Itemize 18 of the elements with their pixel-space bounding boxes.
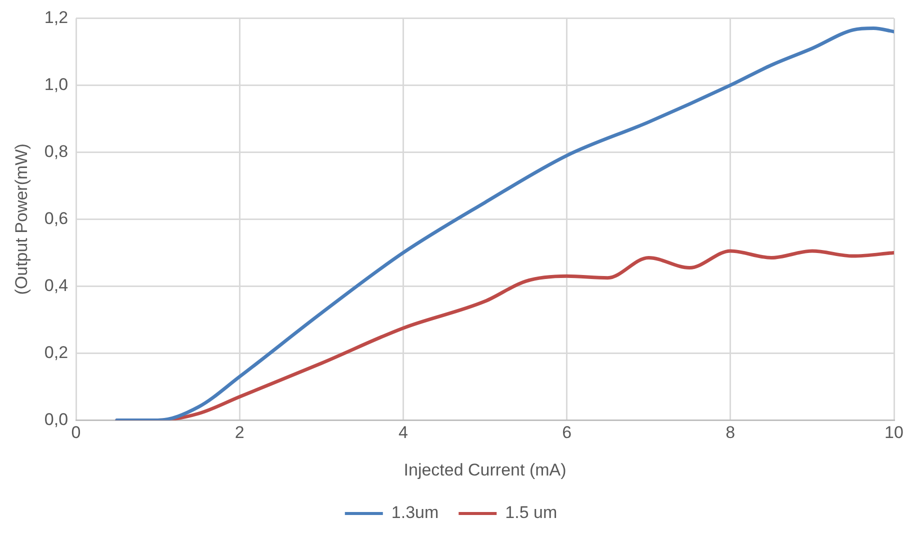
x-tick-label: 2 (234, 423, 244, 442)
x-axis-title: Injected Current (mA) (404, 460, 566, 480)
x-tick-label: 4 (398, 423, 408, 442)
y-tick-label: 0,2 (44, 342, 68, 362)
y-tick-label: 1,0 (44, 74, 68, 94)
y-tick-label: 1,2 (44, 8, 68, 27)
x-tick-label: 6 (562, 423, 572, 442)
line-series (115, 26, 894, 420)
y-tick-label: 0,0 (44, 410, 68, 429)
x-tick-label: 8 (726, 423, 736, 442)
y-tick-label: 0,4 (44, 276, 68, 295)
legend-label: 1.3um (391, 503, 439, 522)
legend-label: 1.5 um (505, 503, 558, 522)
x-tick-label: 0 (71, 423, 81, 442)
y-tick-label: 0,6 (44, 208, 68, 228)
y-axis-title: (Output Power(mW) (12, 144, 31, 295)
x-tick-label: 10 (884, 423, 904, 442)
y-tick-label: 0,8 (44, 142, 68, 161)
